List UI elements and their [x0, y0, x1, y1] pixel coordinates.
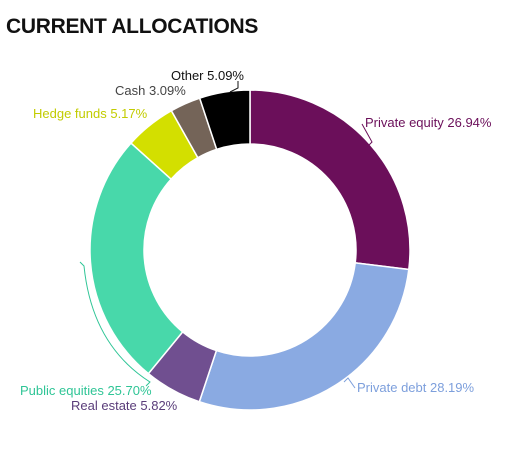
bracket-public-equities: [79, 261, 151, 387]
slice-private-equity: [249, 89, 411, 271]
label-other: Other 5.09%: [171, 68, 244, 83]
leader-private-equity: [361, 123, 373, 147]
chart-title: CURRENT ALLOCATIONS: [6, 15, 259, 38]
slice-public-equities: [89, 142, 184, 375]
label-cash: Cash 3.09%: [115, 83, 186, 98]
label-real-estate: Real estate 5.82%: [71, 398, 178, 413]
leader-other: [229, 81, 239, 93]
slice-private-debt: [198, 262, 410, 411]
label-private-debt: Private debt 28.19%: [357, 380, 475, 395]
label-hedge-funds: Hedge funds 5.17%: [33, 106, 148, 121]
label-public-equities: Public equities 25.70%: [20, 383, 152, 398]
slice-other: [198, 89, 251, 151]
leader-private-debt: [343, 377, 356, 389]
label-private-equity: Private equity 26.94%: [365, 115, 492, 130]
